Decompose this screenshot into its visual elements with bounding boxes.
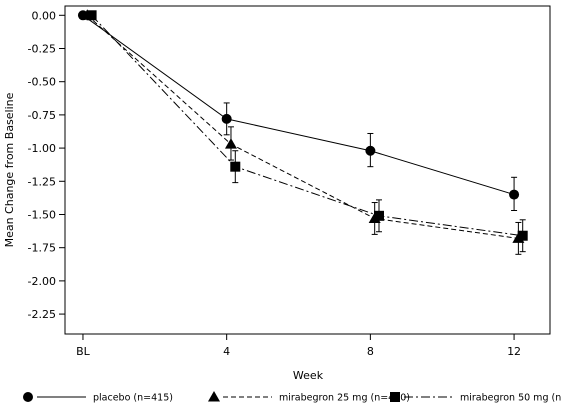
x-tick-label: 4 <box>223 345 230 358</box>
data-point <box>509 189 520 200</box>
legend-item-1: placebo (n=415) <box>23 392 173 404</box>
data-point <box>365 145 376 156</box>
series-layer <box>77 9 528 255</box>
y-axis: 0.00 -0.25 -0.50 -0.75 -1.00 -1.25 -1.50 -1.75 -… <box>28 9 65 321</box>
series-line <box>82 14 515 196</box>
data-point <box>230 161 241 172</box>
y-tick-label: -0.25 <box>28 42 56 55</box>
data-point <box>517 230 528 241</box>
y-tick-label: 0.00 <box>32 9 57 22</box>
plot-frame <box>64 5 551 335</box>
legend-item-2: mirabegron 25 mg (n=410) <box>208 391 410 404</box>
data-point <box>373 210 384 221</box>
legend-label: mirabegron 25 mg (n=410) <box>279 393 410 404</box>
y-tick-label: -1.50 <box>28 208 56 221</box>
series-2 <box>81 9 525 255</box>
legend-label: mirabegron 50 mg (n=426) <box>460 393 561 404</box>
legend: placebo (n=415) mirabegron 25 mg (n=410) m… <box>23 391 561 404</box>
y-tick-label: -0.50 <box>28 76 56 89</box>
y-tick-label: -1.00 <box>28 142 56 155</box>
y-tick-label: -1.25 <box>28 175 56 188</box>
series-3 <box>86 10 528 253</box>
legend-marker <box>390 392 400 402</box>
legend-label: placebo (n=415) <box>93 393 173 404</box>
y-tick-label: -1.75 <box>28 242 56 255</box>
data-point <box>221 113 232 124</box>
data-point <box>224 138 237 149</box>
y-axis-title: Mean Change from Baseline <box>3 92 16 247</box>
data-point <box>86 10 97 21</box>
series-1 <box>77 10 520 212</box>
series-line <box>86 14 519 239</box>
y-tick-label: -2.00 <box>28 275 56 288</box>
x-axis: BL 4 8 12 <box>76 334 521 358</box>
legend-item-3: mirabegron 50 mg (n=426) <box>390 392 561 404</box>
series-line <box>91 14 523 237</box>
y-tick-label: -0.75 <box>28 109 56 122</box>
x-axis-title: Week <box>293 369 324 382</box>
legend-marker <box>208 391 220 402</box>
x-tick-label: 12 <box>507 345 521 358</box>
legend-marker <box>23 392 33 402</box>
x-tick-label: BL <box>76 345 91 358</box>
y-tick-label: -2.25 <box>28 308 56 321</box>
x-tick-label: 8 <box>367 345 374 358</box>
